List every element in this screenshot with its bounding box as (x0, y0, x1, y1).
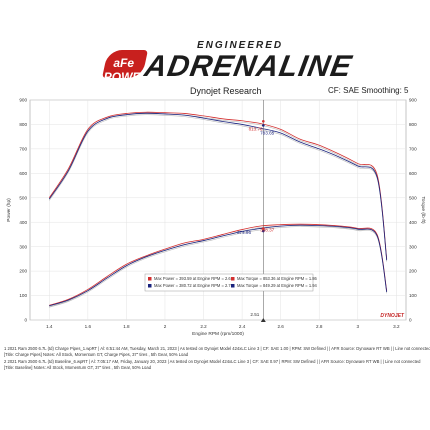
y-tick-label-right: 700 (409, 146, 417, 151)
y-tick-label-left: 700 (19, 146, 27, 151)
y-tick-label-right: 0 (409, 318, 412, 323)
series-line-torque (48, 111, 388, 259)
legend-box (144, 273, 314, 292)
y-tick-label-left: 800 (19, 122, 27, 127)
y-tick-label-left: 900 (19, 98, 27, 103)
series-shadow-torque (49, 114, 388, 262)
legend-max-torque: Max Torque = 853.36 at Engine RPM = 1.86 (237, 276, 318, 281)
legend-swatch (231, 284, 235, 288)
cursor-point-marker (262, 227, 265, 230)
series-shadow-power (49, 226, 388, 308)
run-2-info: 2 2021 Ram 2500 6.7L (td) Baseline_6.wpR… (4, 359, 421, 364)
chart-curves (48, 111, 388, 308)
legend-swatch (148, 277, 152, 281)
x-tick-label: 3 (357, 324, 360, 329)
logo-tagline: ENGINEERED (197, 40, 284, 51)
legend-max-power: Max Power = 393.59 at Engine RPM = 2.62 (154, 276, 234, 281)
y-tick-label-right: 900 (409, 98, 417, 103)
cursor-point-marker (262, 119, 265, 123)
cursor-value-label: 374.96 (237, 230, 251, 235)
dynojet-watermark: DYNOJET (380, 313, 405, 319)
rpm-cursor-label: 2.51 (250, 312, 259, 317)
y-tick-label-left: 500 (19, 195, 27, 200)
cursor-point-marker (262, 124, 265, 127)
chart-axes: 1.4 1.6 1.8 2 2.2 2.4 2.6 2.8 3 3.2 0 0 100 100 200 200… (6, 98, 426, 337)
x-tick-label: 2.2 (200, 324, 207, 329)
run-2-notes: [Title: Baseline] Notes: All Stock, Mome… (4, 365, 152, 370)
y-tick-label-right: 600 (409, 171, 417, 176)
x-tick-label: 2.4 (239, 324, 246, 329)
y-tick-label-right: 300 (409, 244, 417, 249)
x-tick-label: 1.6 (85, 324, 92, 329)
y-tick-label-right: 800 (409, 122, 417, 127)
dyno-label: Dynojet Research (190, 86, 262, 96)
legend-max-power: Max Power = 380.72 at Engine RPM = 2.70 (154, 283, 234, 288)
chart-legend: Max Power = 393.59 at Engine RPM = 2.62 M… (144, 273, 318, 292)
y-tick-label-left: 0 (24, 318, 27, 323)
cursor-value-label: 388.37 (260, 228, 274, 233)
y-tick-label-left: 300 (19, 244, 27, 249)
cursor-value-label: 783.65 (260, 131, 274, 136)
y-tick-label-left: 100 (19, 293, 27, 298)
legend-swatch (231, 277, 235, 281)
brand-logo: aFe POWER ENGINEERED ADRENALINE (102, 38, 355, 88)
x-tick-label: 2.6 (277, 324, 284, 329)
cursor-point-marker (262, 229, 265, 233)
y-tick-label-left: 400 (19, 220, 27, 225)
y-axis-label-left: Power (hp) (6, 198, 12, 222)
series-line-power (49, 223, 388, 306)
run-1-info: 1 2021 Ram 2500 6.7L (td) Charge Pipes_1… (4, 346, 430, 351)
y-tick-label-left: 200 (19, 269, 27, 274)
y-axis-label-right: Torque (lb·ft) (420, 196, 426, 224)
series-line-power (49, 224, 388, 307)
x-tick-label: 1.8 (123, 324, 130, 329)
x-tick-label: 3.2 (393, 324, 400, 329)
cursor-value-label: 813.76 (249, 127, 263, 132)
y-tick-label-right: 500 (409, 195, 417, 200)
y-tick-label-right: 200 (409, 269, 417, 274)
x-tick-label: 2.8 (316, 324, 323, 329)
x-tick-label: 1.4 (46, 324, 53, 329)
chart-grid (29, 99, 407, 321)
x-tick-label: 2 (164, 324, 167, 329)
correction-label: CF: SAE Smoothing: 5 (328, 86, 409, 95)
x-axis-label: Engine RPM (rpm/1000) (192, 331, 244, 337)
legend-swatch (148, 284, 152, 288)
y-tick-label-right: 100 (409, 293, 417, 298)
rpm-cursor-marker-icon (260, 318, 266, 322)
run-1-notes: [Title: Charge Pipes] Notes: All Stock, … (4, 352, 189, 357)
header: aFe POWER ENGINEERED ADRENALINE Dynojet … (0, 0, 430, 118)
y-tick-label-left: 600 (19, 171, 27, 176)
series-line-torque (48, 112, 388, 261)
y-tick-label-right: 400 (409, 220, 417, 225)
legend-max-torque: Max Torque = 849.29 at Engine RPM = 1.94 (237, 283, 318, 288)
